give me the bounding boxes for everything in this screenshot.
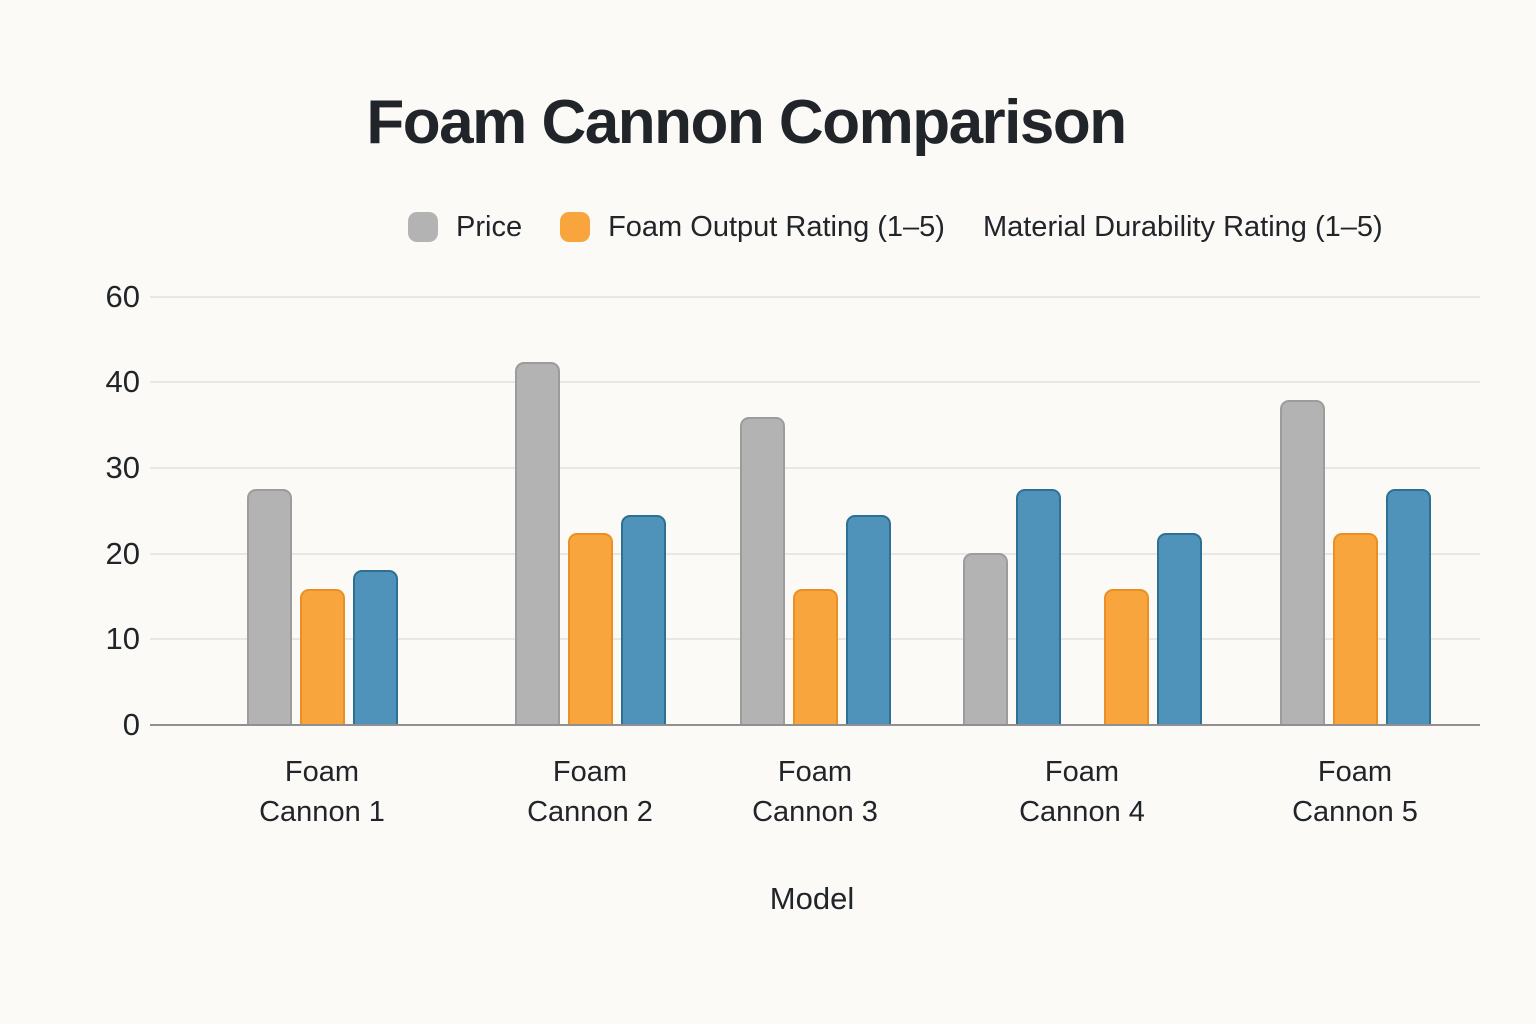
bar-durability-group-3 [845,514,891,724]
legend-swatch-icon [408,212,438,242]
y-tick-label: 40 [105,364,140,400]
bar-price-group-1 [246,489,292,724]
gridline [150,552,1480,555]
bar-price-group-4 [962,552,1008,724]
legend: Price Foam Output Rating (1–5) Material Du… [408,211,1383,243]
y-tick-label: 0 [122,707,140,742]
x-axis-line [150,724,1480,726]
bar-durability-group-4 [1156,532,1202,724]
x-tick-label-line: Cannon 5 [1292,796,1418,828]
bar-durability-group-2 [620,514,666,724]
legend-label: Price [456,210,523,243]
bar-durability-group-5 [1385,489,1431,724]
y-tick-label: 20 [105,535,140,571]
legend-swatch-icon [560,212,591,242]
x-tick-label: Foam Cannon 1 [192,752,452,832]
x-tick-label-line: Cannon 4 [1019,796,1145,828]
x-tick-label-line: Foam [284,756,360,788]
bar-foam-group-1 [299,588,345,724]
x-tick-label-line: Foam [1044,756,1120,788]
gridline [150,466,1480,469]
x-axis-title: Model [769,881,855,916]
bar-price-group-3 [739,417,785,724]
legend-label: Material Durability Rating (1–5) [982,210,1383,243]
y-tick-label: 60 [105,278,140,314]
legend-item-1: Price [408,211,522,244]
x-tick-label: Foam Cannon 4 [952,752,1212,832]
bar-price-group-2 [514,362,560,724]
x-tick-label-line: Cannon 1 [259,796,385,828]
x-tick-label-line: Foam [1317,756,1393,788]
x-tick-label: Foam Cannon 2 [460,752,720,832]
chart-title: Foam Cannon Comparison [366,88,1127,157]
gridline [150,381,1480,384]
x-tick-label: Foam Cannon 3 [685,752,945,832]
bar-foam-group-4 [1103,588,1149,724]
bar-durability-group-1 [352,569,398,724]
y-tick-label: 30 [105,449,140,485]
bar-price-group-5 [1279,400,1325,724]
x-tick-label-line: Foam [777,756,853,788]
x-tick-label-line: Cannon 3 [752,796,878,828]
legend-item-3: Material Durability Rating (1–5) [983,211,1383,244]
x-tick-label-line: Foam [552,756,628,788]
legend-label: Foam Output Rating (1–5) [608,210,945,243]
gridline [150,295,1480,298]
y-tick-label: 10 [105,621,140,657]
bar-foam-group-3 [792,588,838,724]
x-tick-label: Foam Cannon 5 [1225,752,1485,832]
bar-foam-group-5 [1332,532,1378,724]
bar-durability-group-4 [1015,489,1061,724]
legend-item-2: Foam Output Rating (1–5) [560,211,945,244]
x-tick-label-line: Cannon 2 [527,796,653,828]
bar-foam-group-2 [567,532,613,724]
